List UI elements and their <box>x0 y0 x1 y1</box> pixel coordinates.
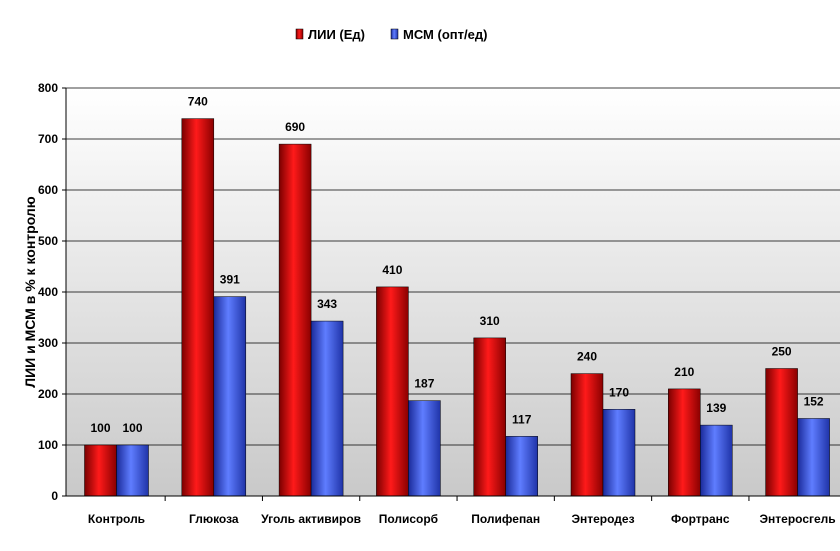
value-label-msm: 170 <box>609 385 629 399</box>
bar-lii <box>84 444 117 497</box>
bar-lii <box>570 373 604 497</box>
bar-lii <box>473 337 506 497</box>
y-tick-label: 0 <box>51 489 58 503</box>
legend: ЛИИ (Ед) МСМ (опт/ед) <box>295 27 487 42</box>
legend-swatch-lii <box>295 28 304 40</box>
bar-lii <box>668 388 701 497</box>
bar-lii <box>765 368 798 497</box>
bar-msm <box>505 436 538 497</box>
value-label-lii: 310 <box>480 314 500 328</box>
bar-msm <box>700 424 733 497</box>
bar-msm <box>310 320 344 497</box>
value-label-lii: 100 <box>90 421 110 435</box>
value-label-msm: 187 <box>414 377 434 391</box>
bar-msm <box>797 418 830 497</box>
y-tick-label: 200 <box>38 387 58 401</box>
bar-msm <box>602 409 636 497</box>
bar-msm <box>408 400 441 497</box>
y-tick-label: 100 <box>38 438 58 452</box>
x-tick-label: Энтеросгель <box>760 512 836 526</box>
x-tick-label: Уголь активиров <box>261 512 361 526</box>
value-label-lii: 240 <box>577 350 597 364</box>
legend-label-lii: ЛИИ (Ед) <box>308 27 365 42</box>
value-label-msm: 152 <box>804 394 824 408</box>
y-tick-label: 400 <box>38 285 58 299</box>
value-label-lii: 740 <box>188 95 208 109</box>
value-label-lii: 690 <box>285 120 305 134</box>
y-tick-label: 500 <box>38 234 58 248</box>
y-tick-label: 300 <box>38 336 58 350</box>
bar-msm <box>213 296 247 497</box>
y-tick-label: 800 <box>38 81 58 95</box>
x-tick-label: Полифепан <box>471 512 540 526</box>
y-axis-label: ЛИИ и МСМ в % к контролю <box>22 196 38 388</box>
value-label-lii: 210 <box>674 365 694 379</box>
x-tick-label: Фортранс <box>671 512 730 526</box>
x-tick-label: Контроль <box>88 512 145 526</box>
bar-lii <box>278 143 312 497</box>
y-tick-label: 700 <box>38 132 58 146</box>
value-label-lii: 410 <box>382 263 402 277</box>
x-tick-label: Полисорб <box>379 512 438 526</box>
legend-label-msm: МСМ (опт/ед) <box>403 27 487 42</box>
bar-lii <box>181 118 215 497</box>
legend-swatch-msm <box>390 28 399 40</box>
value-label-msm: 343 <box>317 297 337 311</box>
value-label-lii: 250 <box>772 345 792 359</box>
x-tick-label: Глюкоза <box>189 512 239 526</box>
y-tick-label: 600 <box>38 183 58 197</box>
bar-msm <box>116 444 149 497</box>
x-tick-label: Энтеродез <box>571 512 634 526</box>
value-label-msm: 100 <box>122 421 142 435</box>
value-label-msm: 117 <box>512 412 532 426</box>
value-label-msm: 391 <box>220 273 240 287</box>
bar-lii <box>376 286 409 497</box>
value-label-msm: 139 <box>706 401 726 415</box>
